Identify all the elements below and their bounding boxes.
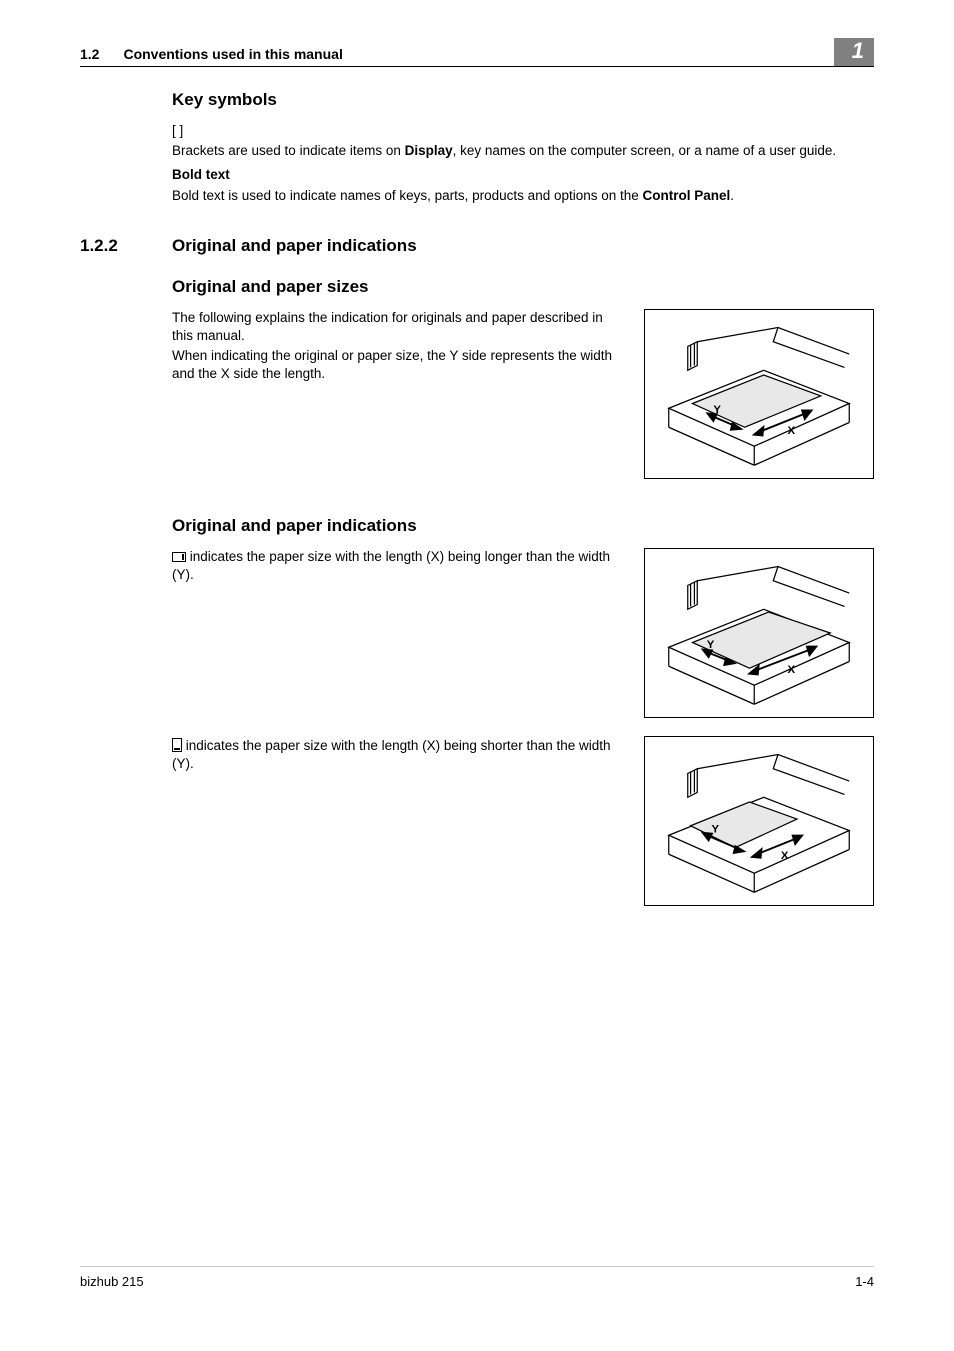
heading-indications: Original and paper indications (172, 515, 874, 538)
heading-1-2-2: 1.2.2 Original and paper indications (80, 235, 874, 258)
bold-text-description: Bold text is used to indicate names of k… (172, 187, 874, 205)
section-number: 1.2 (80, 46, 99, 62)
section-title: Conventions used in this manual (123, 46, 342, 62)
diagram-landscape: Y X (644, 548, 874, 718)
page-footer: bizhub 215 1-4 (80, 1266, 874, 1291)
landscape-text: indicates the paper size with the length… (172, 548, 624, 586)
heading-sizes: Original and paper sizes (172, 276, 874, 299)
svg-text:Y: Y (713, 404, 721, 416)
landscape-icon (172, 552, 186, 562)
footer-product: bizhub 215 (80, 1273, 144, 1291)
bold-text-label: Bold text (172, 166, 874, 184)
svg-text:X: X (788, 664, 796, 676)
svg-text:X: X (788, 425, 796, 437)
chapter-tab: 1 (834, 38, 874, 66)
page-header: 1.2 Conventions used in this manual 1 (80, 38, 874, 67)
header-left: 1.2 Conventions used in this manual (80, 45, 343, 64)
diagram-portrait: Y X (644, 736, 874, 906)
portrait-icon (172, 738, 182, 752)
subsection-title: Original and paper indications (172, 235, 417, 258)
brackets-symbol: [ ] (172, 122, 874, 140)
svg-text:X: X (781, 850, 789, 862)
sizes-text: The following explains the indication fo… (172, 309, 624, 386)
diagram-paper-sizes: Y X (644, 309, 874, 479)
heading-key-symbols: Key symbols (172, 89, 874, 112)
portrait-text: indicates the paper size with the length… (172, 736, 624, 775)
svg-text:Y: Y (712, 823, 720, 835)
brackets-description: Brackets are used to indicate items on D… (172, 142, 874, 160)
svg-text:Y: Y (707, 639, 715, 651)
subsection-number: 1.2.2 (80, 235, 172, 258)
footer-page: 1-4 (855, 1273, 874, 1291)
